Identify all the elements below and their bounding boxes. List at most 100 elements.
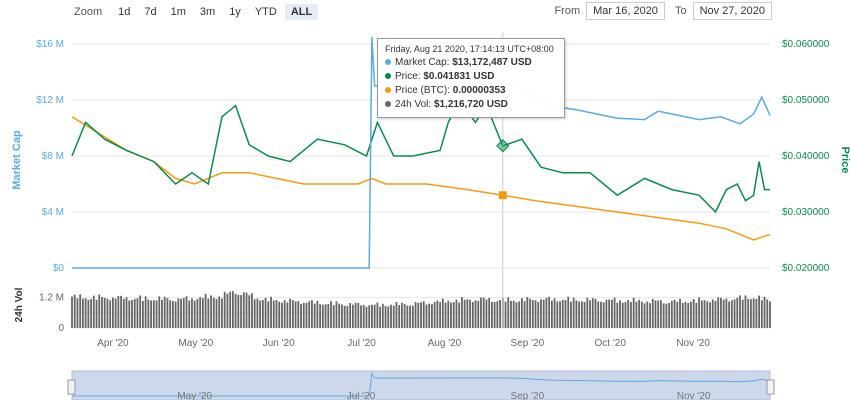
volume-bar [692, 299, 695, 328]
volume-bar [324, 304, 327, 328]
volume-bar [684, 301, 687, 328]
volume-bar [390, 304, 392, 328]
price-btc-line[interactable] [71, 116, 771, 241]
tooltip-row-market-cap: Market Cap: $13,172,487 USD [385, 56, 557, 70]
x-axis-tick-label: Apr '20 [97, 338, 129, 349]
tooltip-label: Price (BTC): [395, 85, 450, 96]
volume-dot-icon [385, 101, 391, 108]
volume-bar [471, 301, 474, 328]
volume-bar [308, 301, 311, 328]
volume-bar [510, 300, 512, 328]
volume-bar [518, 301, 521, 328]
volume-bar [313, 303, 316, 328]
volume-bar [335, 301, 338, 328]
volume-bar [700, 300, 703, 328]
volume-bar [297, 301, 300, 328]
volume-bar [460, 297, 463, 328]
tooltip-row-price-btc: Price (BTC): 0.00000353 [385, 84, 557, 98]
tooltip-value: $1,216,720 USD [433, 99, 508, 110]
volume-bar [428, 303, 431, 328]
price-line[interactable] [71, 98, 770, 214]
volume-bar [665, 303, 668, 328]
volume-bar [580, 301, 583, 328]
volume-bar [422, 301, 425, 328]
zoom-button-ytd[interactable]: YTD [254, 6, 277, 18]
zoom-button-all[interactable]: ALL [284, 4, 319, 20]
volume-bar [507, 297, 510, 328]
volume-bar [327, 303, 330, 328]
volume-bar [169, 300, 172, 328]
volume-bar [537, 301, 540, 328]
volume-bar [305, 302, 308, 328]
volume-bar [139, 295, 142, 328]
volume-bar [709, 302, 711, 328]
volume-bar [316, 300, 319, 328]
volume-bar [720, 297, 722, 328]
volume-bar [499, 299, 501, 328]
volume-bar [237, 294, 240, 328]
volume-bar [411, 305, 414, 328]
volume-bar [95, 299, 98, 328]
volume-bar [272, 300, 275, 328]
zoom-bar: Zoom 1d 7d 1m 3m 1y YTD ALL [74, 2, 320, 22]
volume-bar [758, 295, 760, 328]
volume-bar [529, 298, 531, 328]
navigator-selection[interactable] [71, 370, 771, 400]
volume-bar [256, 298, 259, 328]
navigator-right-handle[interactable] [766, 379, 775, 395]
volume-bar [504, 301, 507, 328]
zoom-button-3m[interactable]: 3m [199, 6, 216, 18]
volume-bar [275, 300, 278, 328]
tooltip: Friday, Aug 21 2020, 17:14:13 UTC+08:00 … [377, 38, 565, 118]
volume-bar [466, 299, 469, 328]
volume-bar [670, 300, 673, 328]
volume-bar [420, 302, 422, 328]
volume-bar [357, 302, 360, 328]
volume-bar [736, 297, 739, 328]
volume-bar [630, 301, 632, 328]
left-axis-title: Market Cap [11, 130, 23, 190]
volume-bar [512, 300, 515, 328]
volume-bar [725, 298, 728, 328]
volume-bar [662, 303, 665, 328]
volume-bar [403, 303, 406, 328]
volume-bar [92, 295, 95, 328]
to-date-input[interactable]: Nov 27, 2020 [692, 2, 772, 20]
volume-bar [441, 298, 444, 328]
volume-bar [750, 299, 752, 328]
volume-bar [583, 301, 586, 328]
volume-bar [125, 297, 128, 328]
volume-bar [602, 302, 605, 328]
tooltip-value: 0.00000353 [452, 85, 506, 96]
volume-bar [485, 299, 488, 328]
zoom-button-7d[interactable]: 7d [144, 6, 157, 18]
volume-bar [766, 299, 769, 328]
tooltip-row-volume: 24h Vol: $1,216,720 USD [385, 98, 557, 112]
zoom-button-1d[interactable]: 1d [118, 6, 131, 18]
zoom-button-1m[interactable]: 1m [170, 6, 186, 18]
volume-bar [210, 295, 212, 328]
volume-bar [526, 297, 529, 328]
volume-bar [469, 299, 471, 328]
volume-bar [291, 300, 294, 328]
from-date-input[interactable]: Mar 16, 2020 [586, 2, 665, 20]
volume-bar [131, 300, 133, 328]
zoom-button-1y[interactable]: 1y [229, 6, 241, 18]
right-axis-tick-label: $0.050000 [782, 95, 830, 106]
volume-bar [136, 298, 139, 328]
volume-bar [98, 294, 101, 328]
price-dot-icon [385, 73, 391, 80]
volume-bar [155, 300, 158, 328]
navigator-left-handle[interactable] [67, 379, 76, 395]
x-axis-tick-label: Sep '20 [511, 338, 545, 349]
volume-bar [635, 301, 638, 328]
volume-bar [201, 298, 204, 328]
right-axis-tick-label: $0.060000 [782, 39, 830, 50]
volume-bar [545, 297, 548, 328]
volume-bar [632, 297, 635, 328]
volume-bar [215, 299, 218, 328]
volume-bar [392, 305, 395, 328]
volume-bar [381, 303, 384, 328]
x-axis-tick-label: Nov '20 [676, 338, 710, 349]
